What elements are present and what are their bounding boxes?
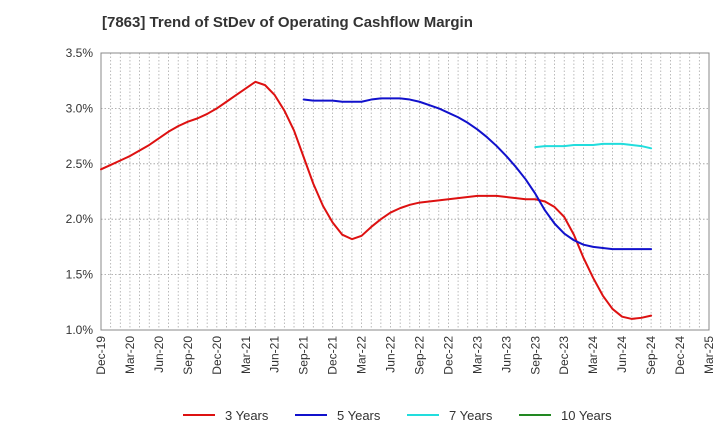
- x-tick-label: Jun-21: [268, 336, 282, 373]
- x-tick-label: Dec-23: [557, 336, 571, 375]
- x-tick-label: Dec-19: [94, 336, 108, 375]
- x-tick-label: Sep-20: [181, 336, 195, 375]
- x-tick-label: Dec-22: [441, 336, 455, 375]
- legend-label: 5 Years: [337, 408, 381, 423]
- x-tick-label: Mar-21: [239, 336, 253, 374]
- legend-label: 3 Years: [225, 408, 269, 423]
- y-tick-label: 2.0%: [66, 212, 94, 226]
- x-tick-label: Sep-24: [644, 336, 658, 375]
- legend: 3 Years 5 Years 7 Years 10 Years: [183, 408, 612, 423]
- x-tick-label: Mar-25: [702, 336, 716, 374]
- plot-frame: [100, 52, 710, 331]
- y-tick-label: 1.5%: [66, 268, 94, 282]
- series-line-3-years: [100, 80, 653, 320]
- legend-label: 10 Years: [561, 408, 612, 423]
- x-tick-label: Sep-23: [528, 336, 542, 375]
- y-tick-label: 2.5%: [66, 157, 94, 171]
- series-line-5-years: [302, 97, 653, 251]
- y-tick-label: 3.0%: [66, 101, 94, 115]
- grid: [100, 52, 710, 331]
- legend-label: 7 Years: [449, 408, 493, 423]
- x-tick-label: Sep-21: [297, 336, 311, 375]
- x-tick-label: Mar-24: [586, 336, 600, 374]
- x-tick-label: Dec-21: [326, 336, 340, 375]
- x-tick-label: Sep-22: [412, 336, 426, 375]
- x-tick-label: Mar-22: [355, 336, 369, 374]
- x-tick-label: Mar-20: [123, 336, 137, 374]
- x-tick-label: Dec-20: [210, 336, 224, 375]
- y-tick-label: 3.5%: [66, 46, 94, 60]
- axes: 1.0% 1.5% 2.0% 2.5% 3.0% 3.5% Dec-19 Mar-20 Jun-…: [66, 46, 716, 375]
- x-tick-label: Jun-22: [384, 336, 398, 373]
- x-tick-label: Jun-24: [615, 336, 629, 373]
- chart-title: [7863] Trend of StDev of Operating Cashf…: [102, 14, 473, 31]
- y-tick-label: 1.0%: [66, 323, 94, 337]
- x-tick-label: Dec-24: [673, 336, 687, 375]
- x-tick-label: Mar-23: [470, 336, 484, 374]
- series-lines: [100, 80, 653, 320]
- series-line-7-years: [534, 142, 653, 150]
- x-tick-label: Jun-20: [152, 336, 166, 373]
- x-tick-label: Jun-23: [499, 336, 513, 373]
